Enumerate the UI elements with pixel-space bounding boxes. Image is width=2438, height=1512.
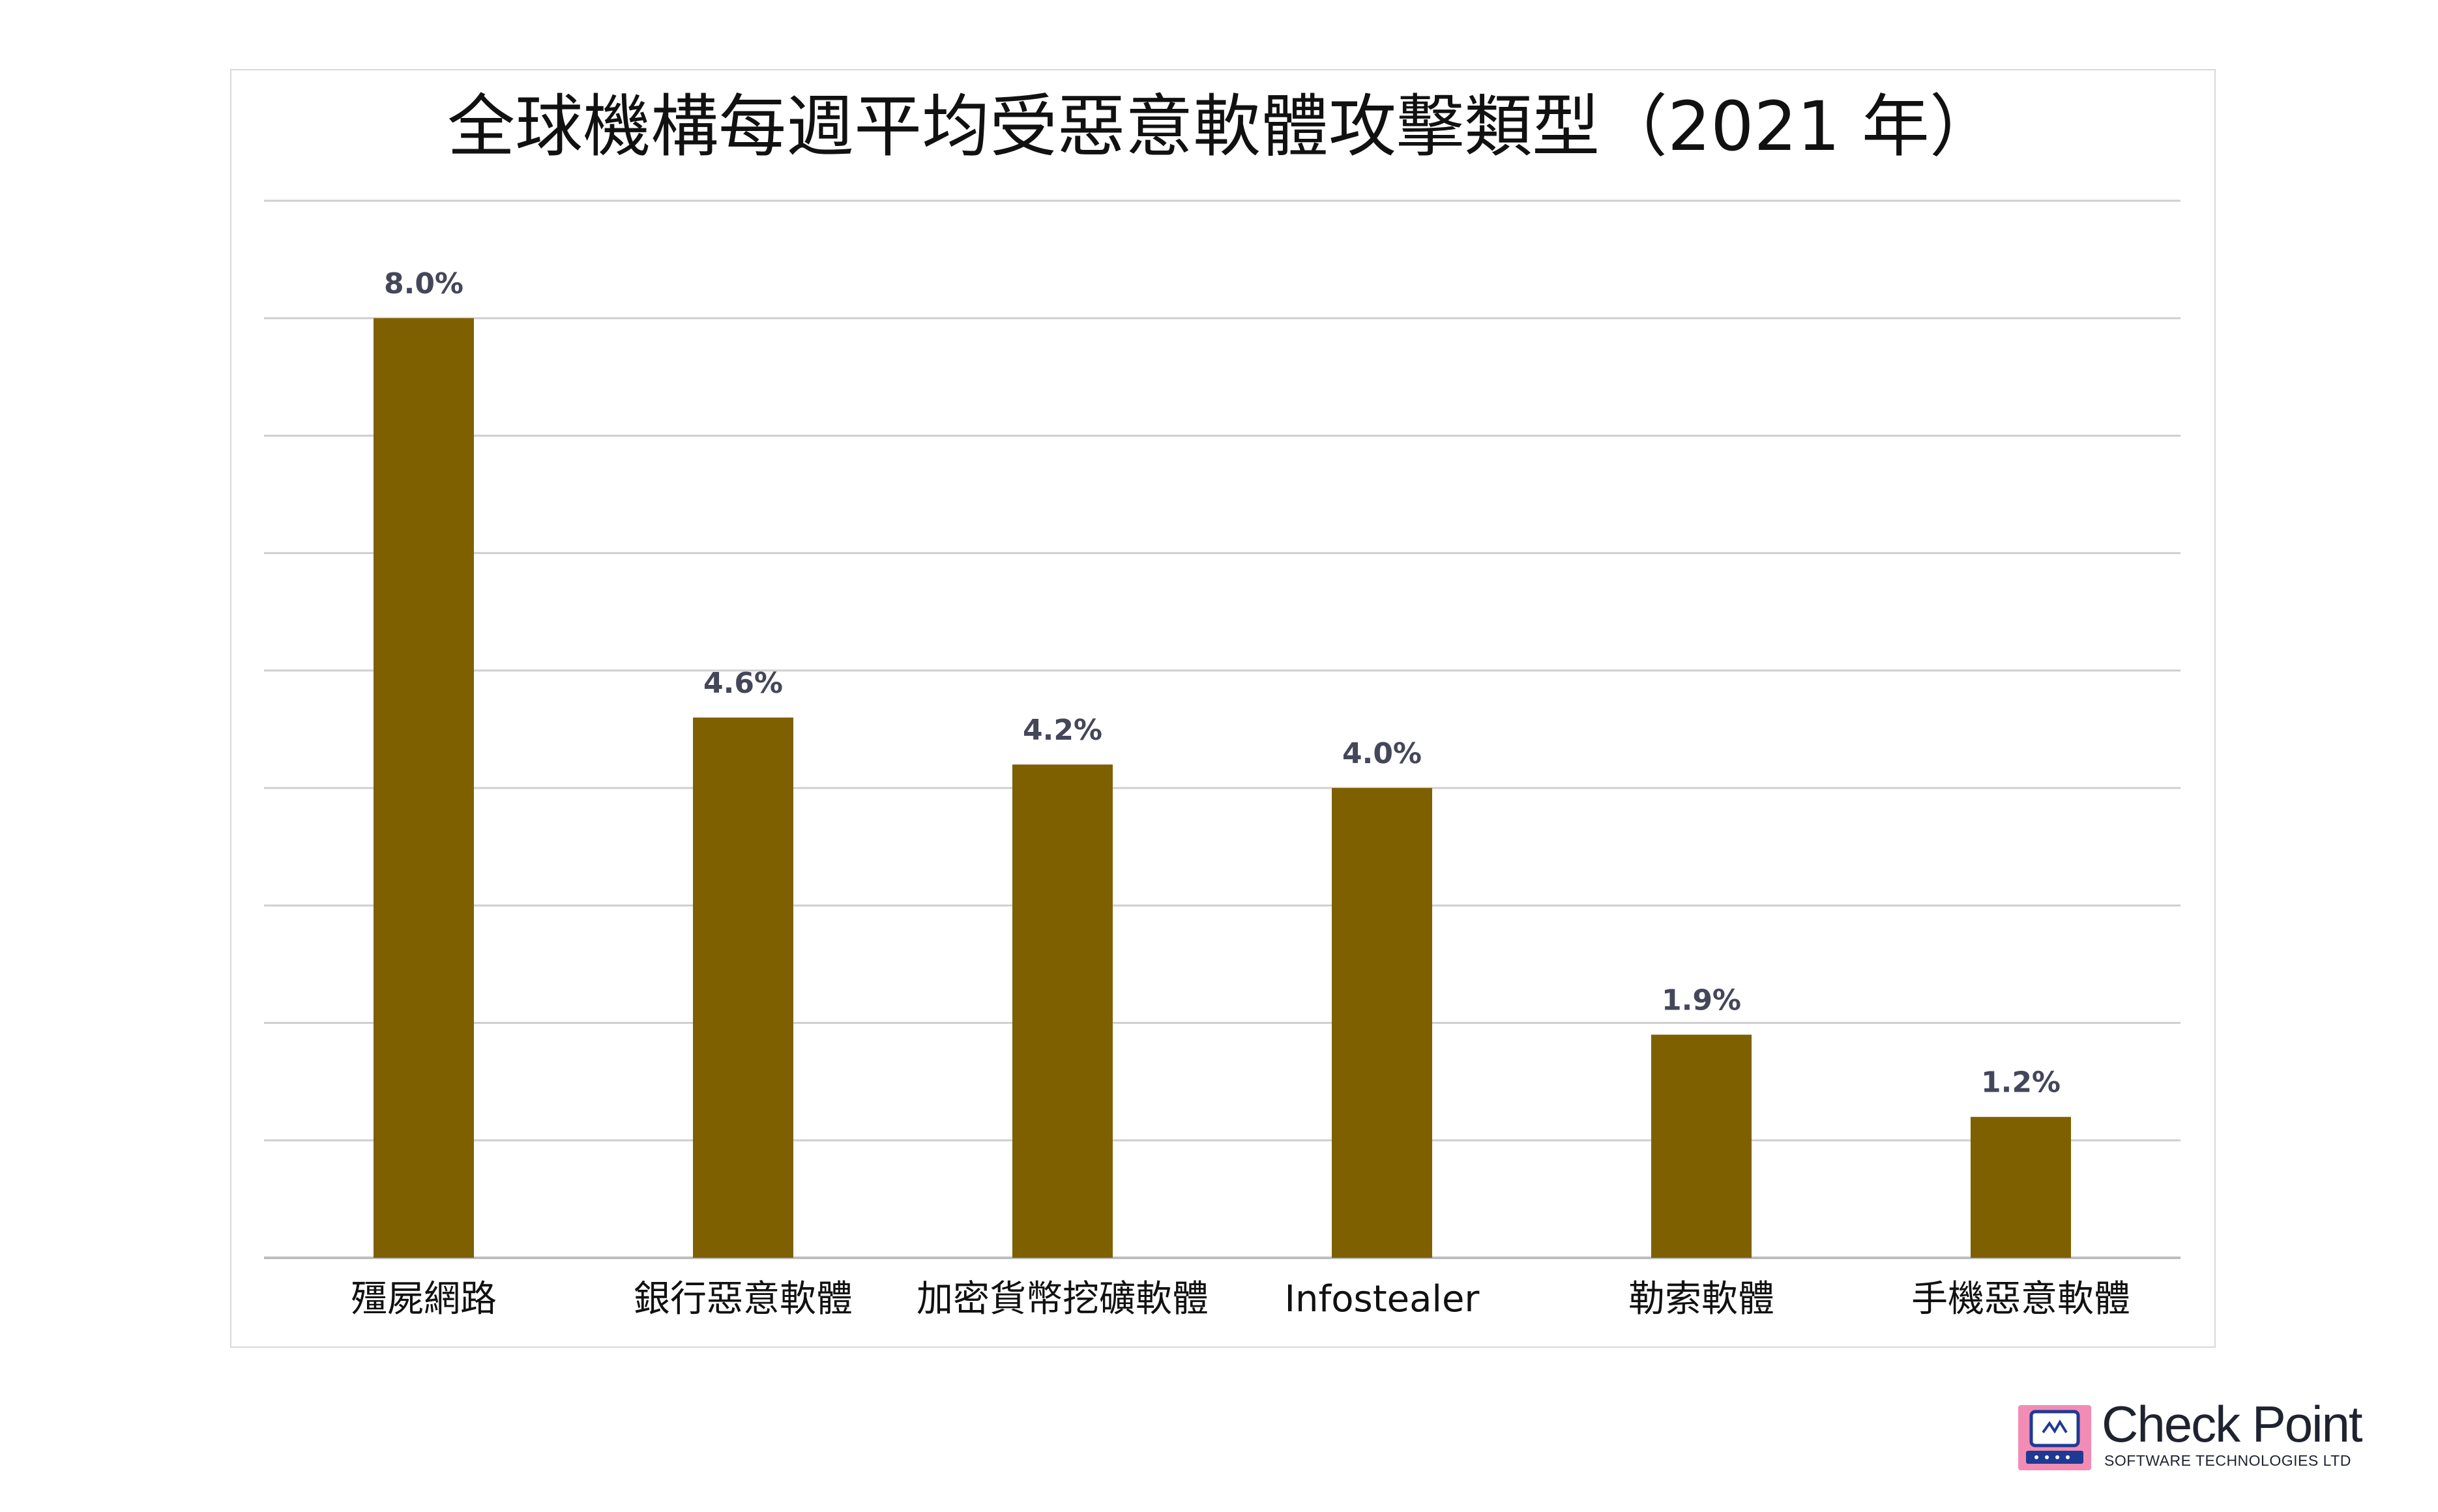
data-label: 4.2%: [1023, 714, 1102, 747]
logo-wordmark: Check Point: [2102, 1395, 2363, 1453]
category-label: 勒索軟體: [1628, 1278, 1774, 1320]
chart-title: 全球機構每週平均受惡意軟體攻擊類型（2021 年）: [447, 87, 1997, 166]
computer-icon: [2026, 1410, 2083, 1464]
category-label: 手機惡意軟體: [1911, 1278, 2130, 1320]
data-label: 1.2%: [1981, 1066, 2061, 1099]
data-label: 1.9%: [1662, 984, 1741, 1017]
data-labels: 8.0% 4.6% 4.2% 4.0% 1.9% 1.2%: [384, 267, 2061, 1099]
bar: [1971, 1116, 2071, 1258]
data-label: 4.6%: [703, 667, 783, 700]
bar: [374, 318, 474, 1258]
bar: [1332, 788, 1432, 1258]
category-label: 殭屍網路: [351, 1278, 497, 1320]
data-label: 8.0%: [384, 267, 463, 300]
category-label: 加密貨幣挖礦軟體: [917, 1278, 1209, 1320]
category-label: 銀行惡意軟體: [634, 1278, 853, 1320]
data-label: 4.0%: [1342, 737, 1422, 770]
logo-tagline: SOFTWARE TECHNOLOGIES LTD: [2104, 1452, 2351, 1469]
bar: [693, 717, 793, 1258]
check-point-logo: Check Point SOFTWARE TECHNOLOGIES LTD: [2018, 1395, 2403, 1478]
bars: [374, 318, 2071, 1258]
bar: [1651, 1034, 1752, 1258]
gridlines: [264, 199, 2181, 1259]
category-label: Infostealer: [1285, 1278, 1480, 1320]
chart-frame: [230, 69, 2216, 1348]
bar: [1012, 764, 1113, 1258]
check-point-logo-icon: [2018, 1405, 2091, 1470]
category-labels: 殭屍網路 銀行惡意軟體 加密貨幣挖礦軟體 Infostealer 勒索軟體 手機惡意軟體: [351, 1278, 2130, 1320]
